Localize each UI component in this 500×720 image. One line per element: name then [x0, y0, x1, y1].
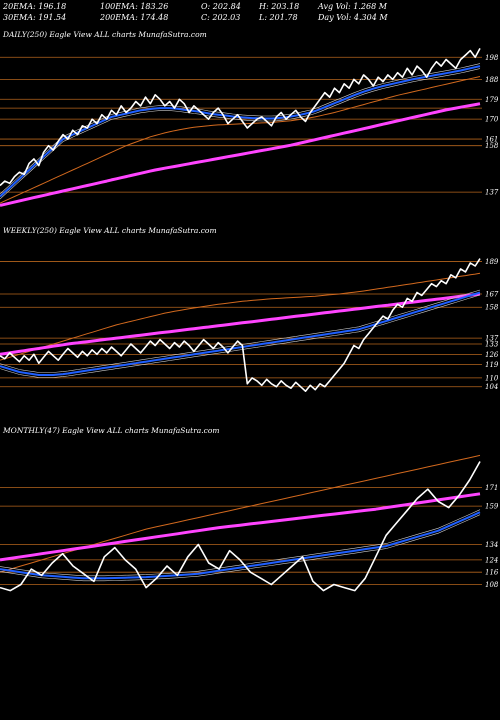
- weekly-ema-fast-line: [0, 291, 481, 376]
- daily-tick-label-3: 170: [485, 116, 499, 124]
- weekly-tick-label-5: 126: [485, 351, 499, 359]
- stat-100ema: 100EMA: 183.26: [100, 2, 169, 11]
- stat-20ema: 20EMA: 196.18: [3, 2, 67, 11]
- monthly-ema-mid-line: [0, 454, 481, 573]
- monthly-tick-label-4: 116: [485, 569, 499, 577]
- monthly-ema-band-0: [0, 509, 481, 577]
- monthly-tick-label-0: 171: [485, 484, 498, 492]
- monthly-ema-fast-line: [0, 511, 481, 580]
- daily-tick-label-6: 137: [485, 189, 499, 197]
- stat-low: L: 201.78: [259, 13, 298, 22]
- weekly-panel-title: WEEKLY(250) Eagle View ALL charts Munafa…: [3, 226, 217, 235]
- daily-tick-label-0: 198: [485, 54, 499, 62]
- weekly-ema-band-0: [0, 289, 481, 373]
- daily-ema-slow-line: [0, 102, 481, 207]
- monthly-price-line: [0, 461, 481, 592]
- weekly-price-line: [0, 258, 481, 393]
- weekly-tick-label-6: 119: [485, 361, 499, 369]
- daily-price-line: [0, 48, 481, 187]
- monthly-tick-label-2: 134: [485, 541, 498, 549]
- stat-close: C: 202.03: [201, 13, 241, 22]
- stat-day-vol: Day Vol: 4.304 M: [318, 13, 388, 22]
- daily-ema-mid-line: [0, 76, 481, 204]
- stat-high: H: 203.18: [259, 2, 300, 11]
- weekly-ema-mid-line: [0, 272, 481, 361]
- monthly-tick-label-5: 108: [485, 581, 499, 589]
- weekly-ema-band-1: [0, 294, 481, 378]
- weekly-tick-label-1: 167: [485, 290, 499, 298]
- weekly-ema-slow-line: [0, 292, 481, 356]
- monthly-tick-label-3: 124: [485, 556, 498, 564]
- weekly-tick-label-8: 104: [485, 383, 498, 391]
- monthly-ema-band-1: [0, 514, 481, 582]
- monthly-tick-label-1: 159: [485, 503, 499, 511]
- daily-ema-band-0: [0, 63, 481, 195]
- weekly-tick-label-0: 189: [485, 258, 499, 266]
- stat-200ema: 200EMA: 174.48: [100, 13, 169, 22]
- daily-panel-title: DAILY(250) Eagle View ALL charts MunafaS…: [3, 30, 207, 39]
- stat-avg-vol: Avg Vol: 1.268 M: [318, 2, 387, 11]
- weekly-tick-label-2: 158: [485, 304, 499, 312]
- stat-30ema: 30EMA: 191.54: [3, 13, 67, 22]
- daily-tick-label-2: 179: [485, 96, 499, 104]
- monthly-panel-title: MONTHLY(47) Eagle View ALL charts Munafa…: [3, 426, 220, 435]
- daily-tick-label-1: 188: [485, 76, 499, 84]
- daily-tick-label-4: 161: [485, 136, 498, 144]
- weekly-tick-label-4: 133: [485, 341, 499, 349]
- daily-ema-band-1: [0, 68, 481, 200]
- stat-open: O: 202.84: [201, 2, 241, 11]
- monthly-ema-slow-line: [0, 492, 481, 562]
- weekly-tick-label-7: 110: [485, 374, 499, 382]
- daily-tick-label-5: 158: [485, 142, 499, 150]
- weekly-tick-label-3: 137: [485, 335, 499, 343]
